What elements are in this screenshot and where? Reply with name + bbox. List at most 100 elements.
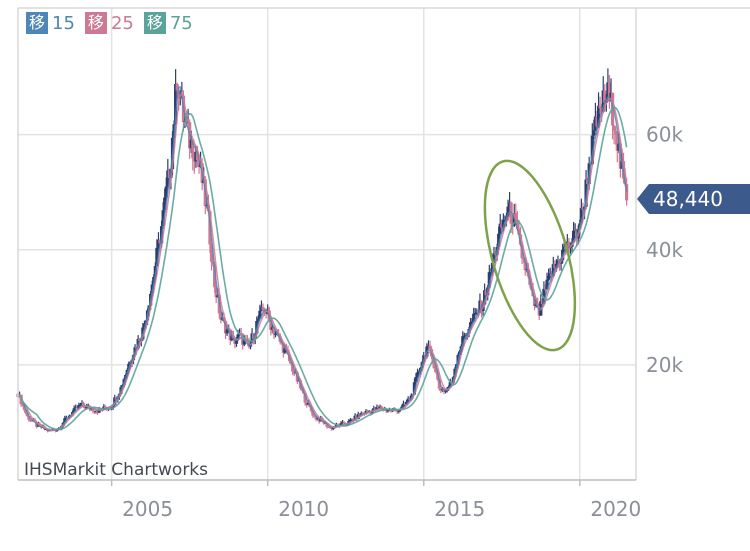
candle-body (24, 409, 28, 414)
candle-body (590, 135, 594, 165)
candle-body (437, 379, 441, 389)
candle-body (223, 321, 228, 334)
candle-body (461, 336, 465, 347)
candle-body (242, 339, 246, 345)
candle-body (442, 389, 446, 392)
candle-body (342, 422, 346, 425)
candle-body (25, 413, 29, 417)
candle-body (625, 184, 629, 201)
candle-body (21, 404, 25, 406)
y-tick-label: 40k (646, 238, 683, 262)
candle-body (567, 241, 571, 248)
candle-body (503, 219, 507, 221)
candle-body (281, 342, 285, 353)
candle-body (592, 130, 596, 136)
candle-body (219, 313, 223, 320)
x-tick-label: 2020 (590, 497, 641, 521)
candle-body (551, 264, 555, 277)
candle-body (492, 253, 496, 263)
candle-body (22, 404, 26, 410)
candle-body (228, 329, 232, 341)
candle-body (314, 416, 318, 420)
candle-body (28, 419, 33, 421)
candle-body (415, 372, 420, 378)
candle-body (473, 312, 477, 314)
legend: 移 15 移 25 移 75 (26, 12, 193, 34)
candle-body (163, 197, 167, 211)
legend-value: 15 (52, 12, 75, 34)
x-axis-ticks: 2005 2010 2015 2020 (110, 480, 641, 521)
candle-body (547, 275, 551, 280)
candle-body (615, 134, 619, 151)
candle-body (334, 424, 338, 428)
candle-body (614, 130, 618, 135)
candle-body (174, 83, 178, 125)
candle-body (401, 403, 406, 407)
candle-body (545, 279, 549, 290)
last-price-value: 48,440 (649, 184, 750, 214)
candle-body (256, 318, 260, 321)
candle-body (81, 403, 86, 407)
candle-body (63, 418, 67, 423)
candle-body (434, 368, 438, 373)
candle-body (213, 264, 217, 288)
candle-body (417, 371, 421, 373)
candle-body (612, 125, 616, 131)
ma-75-line (17, 106, 628, 431)
x-tick-label: 2005 (122, 497, 173, 521)
y-tick-label: 60k (646, 123, 683, 147)
y-tick-label: 20k (646, 353, 683, 377)
chart-grid (18, 8, 636, 480)
legend-swatch: 移 (143, 12, 166, 34)
candle-body (166, 170, 170, 187)
candle-body (311, 411, 315, 416)
candle-body (414, 377, 418, 383)
candle-body (497, 233, 501, 248)
candle-body (542, 288, 546, 305)
price-badge-arrow (637, 184, 649, 214)
candle-body (543, 288, 548, 290)
ma-15-line (17, 86, 628, 432)
candle-body (272, 327, 276, 335)
candle-body (269, 319, 273, 330)
candle-body (236, 334, 240, 340)
legend-swatch: 移 (84, 12, 107, 34)
candle-body (470, 321, 474, 323)
candle-body (258, 310, 262, 319)
candle-body (501, 219, 505, 228)
candle-body (412, 382, 416, 395)
candle-body (522, 258, 526, 260)
candle-body (156, 240, 161, 248)
candle-body (78, 404, 83, 406)
candle-body (598, 105, 602, 109)
candle-body (448, 381, 452, 387)
candle-body (345, 424, 349, 426)
candle-body (596, 105, 601, 127)
candle-body (523, 259, 527, 271)
legend-item-15[interactable]: 移 15 (26, 12, 75, 34)
candle-body (209, 244, 214, 262)
candle-body (175, 83, 179, 91)
candle-body (283, 348, 287, 353)
candle-body (404, 401, 409, 404)
candle-body (142, 323, 147, 328)
y-axis-ticks: 20k 40k 60k (646, 123, 683, 377)
candle-body (472, 313, 476, 322)
candle-body (214, 287, 218, 298)
watermark: IHSMarkit Chartworks (24, 460, 209, 480)
candle-body (234, 339, 239, 344)
legend-swatch: 移 (26, 12, 49, 34)
candle-body (468, 322, 473, 330)
candle-body (403, 403, 407, 405)
candle-body (428, 345, 432, 350)
candle-body (239, 332, 243, 334)
candle-body (506, 206, 510, 217)
x-tick-label: 2010 (278, 497, 329, 521)
candle-body (161, 210, 165, 227)
last-price-badge: 48,440 (637, 184, 750, 214)
ma-25-line (17, 91, 628, 432)
candle-body (498, 223, 502, 234)
legend-item-25[interactable]: 移 25 (84, 12, 134, 34)
legend-item-75[interactable]: 移 75 (143, 12, 193, 34)
